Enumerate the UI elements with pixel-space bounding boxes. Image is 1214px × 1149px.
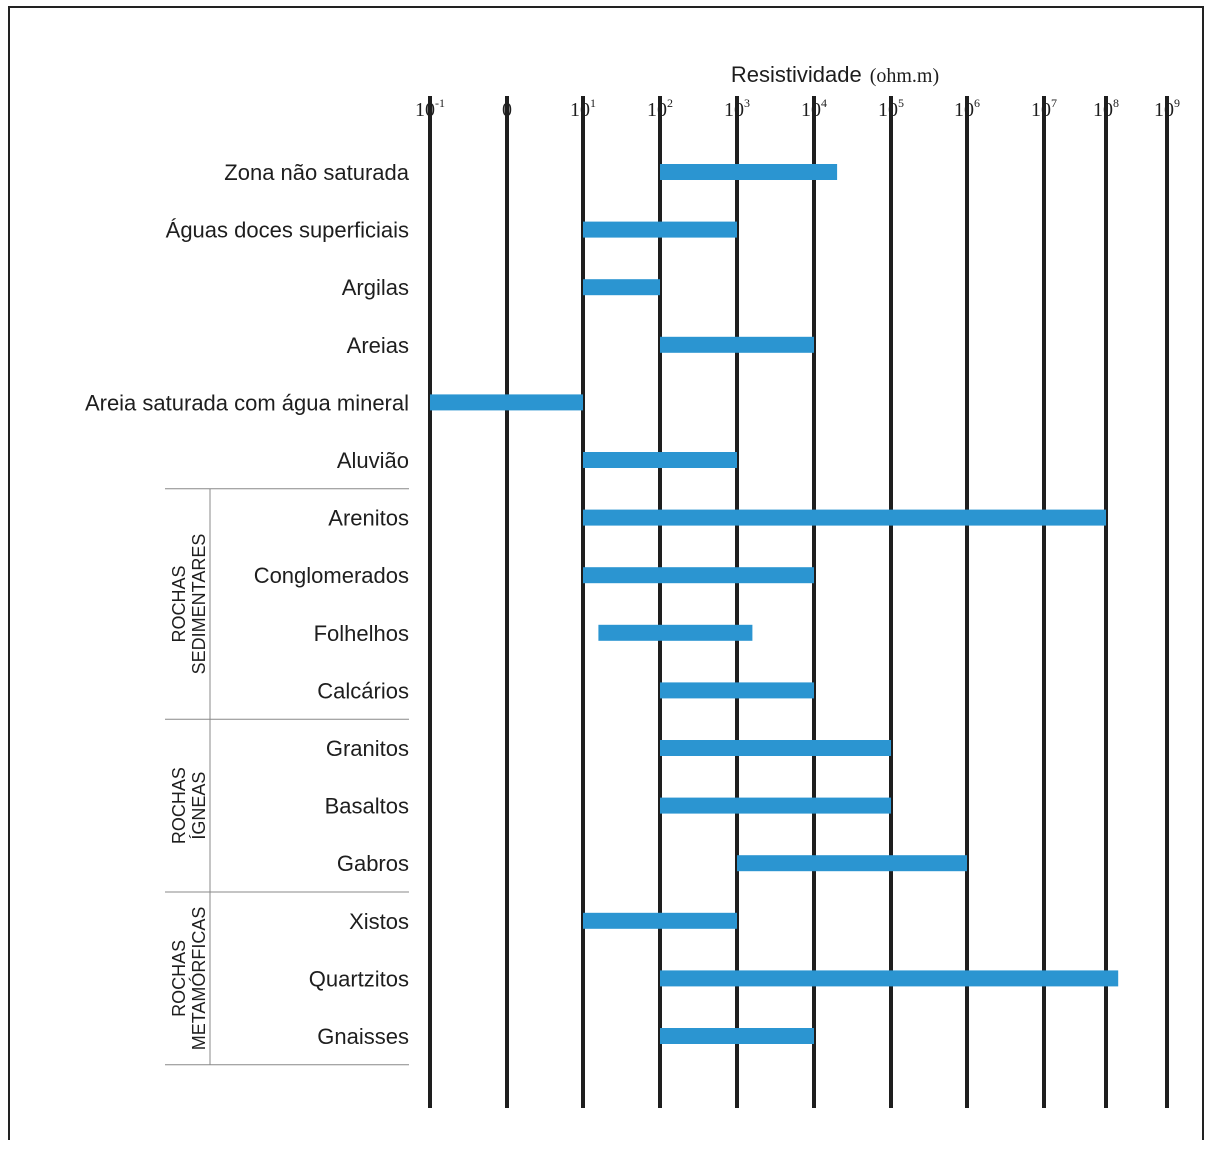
range-bar bbox=[660, 682, 814, 699]
bars bbox=[430, 164, 1119, 1044]
range-bar bbox=[660, 740, 891, 756]
row-label: Zona não saturada bbox=[224, 160, 409, 185]
range-bar bbox=[583, 452, 737, 468]
tick-exponent: -1 bbox=[435, 96, 445, 110]
tick-base: 10 bbox=[724, 99, 744, 121]
tick-label: 104 bbox=[801, 96, 827, 121]
group-label-line: ROCHAS bbox=[169, 565, 189, 642]
tick-label: 109 bbox=[1154, 96, 1180, 121]
row-label: Granitos bbox=[326, 736, 409, 761]
tick-base: 10 bbox=[801, 99, 821, 121]
row-label: Aluvião bbox=[337, 448, 409, 473]
tick-base: 10 bbox=[647, 99, 667, 121]
tick-exponent: 5 bbox=[898, 96, 904, 110]
tick-label: 108 bbox=[1093, 96, 1119, 121]
range-bar bbox=[660, 797, 891, 814]
tick-base: 10 bbox=[878, 99, 898, 121]
tick-label: 103 bbox=[724, 96, 750, 121]
axis-title: Resistividade (ohm.m) bbox=[731, 62, 939, 87]
tick-base: 10 bbox=[1031, 99, 1051, 121]
tick-label: 106 bbox=[954, 96, 980, 121]
range-bar bbox=[583, 279, 660, 296]
range-bar bbox=[660, 336, 814, 353]
range-bar bbox=[430, 394, 583, 411]
range-bar bbox=[583, 509, 1106, 526]
chart-frame bbox=[8, 6, 1204, 1140]
tick-base: 10 bbox=[570, 99, 590, 121]
tick-base: 10 bbox=[1093, 99, 1113, 121]
tick-exponent: 4 bbox=[821, 96, 827, 110]
row-label: Gabros bbox=[337, 851, 409, 876]
group-label: ROCHASÍGNEAS bbox=[169, 767, 209, 844]
tick-exponent: 7 bbox=[1051, 96, 1057, 110]
tick-base: 10 bbox=[415, 99, 435, 121]
range-bar bbox=[583, 221, 737, 238]
group-label-line: ROCHAS bbox=[169, 940, 189, 1017]
range-bar bbox=[660, 970, 1119, 987]
group-label-line: ÍGNEAS bbox=[189, 772, 209, 840]
tick-base: 10 bbox=[954, 99, 974, 121]
tick-label: 101 bbox=[570, 96, 596, 121]
group-label: ROCHASSEDIMENTARES bbox=[169, 534, 209, 675]
group-label: ROCHASMETAMÓRFICAS bbox=[169, 907, 209, 1051]
row-label: Areia saturada com água mineral bbox=[85, 390, 409, 415]
row-labels: Zona não saturada Águas doces superficiai… bbox=[85, 160, 410, 1049]
tick-label: 102 bbox=[647, 96, 673, 121]
tick-labels: 10-1 0 101 102 103 104 105 106 107 108 109 bbox=[415, 96, 1180, 121]
range-bar bbox=[598, 624, 753, 641]
tick-exponent: 6 bbox=[974, 96, 980, 110]
tick-label: 107 bbox=[1031, 96, 1057, 121]
group-label-line: SEDIMENTARES bbox=[189, 534, 209, 675]
tick-label: 10-1 bbox=[415, 96, 445, 121]
range-bar bbox=[737, 855, 967, 872]
row-label: Folhelhos bbox=[314, 621, 409, 646]
range-bar bbox=[583, 912, 737, 929]
axis-title-label: Resistividade bbox=[731, 62, 862, 87]
tick-label: 0 bbox=[502, 99, 512, 121]
tick-exponent: 9 bbox=[1174, 96, 1180, 110]
row-label: Calcários bbox=[317, 678, 409, 703]
tick-exponent: 3 bbox=[744, 96, 750, 110]
range-bar bbox=[660, 1028, 814, 1044]
group-brackets: ROCHASSEDIMENTARESROCHASÍGNEASROCHASMETA… bbox=[165, 488, 409, 1066]
tick-exponent: 1 bbox=[590, 96, 596, 110]
group-label-line: METAMÓRFICAS bbox=[188, 907, 209, 1051]
tick-base: 10 bbox=[1154, 99, 1174, 121]
row-label: Argilas bbox=[342, 275, 409, 300]
gridlines bbox=[428, 96, 1169, 1108]
row-label: Arenitos bbox=[328, 506, 409, 531]
row-label: Quartzitos bbox=[309, 966, 409, 991]
row-label: Águas doces superficiais bbox=[166, 218, 409, 243]
tick-exponent: 2 bbox=[667, 96, 673, 110]
row-label: Gnaisses bbox=[317, 1024, 409, 1049]
row-label: Basaltos bbox=[325, 794, 409, 819]
tick-label: 105 bbox=[878, 96, 904, 121]
row-label: Xistos bbox=[349, 909, 409, 934]
range-bar bbox=[583, 567, 814, 584]
range-bar bbox=[660, 164, 838, 180]
tick-base: 0 bbox=[502, 99, 512, 121]
row-label: Conglomerados bbox=[254, 563, 409, 588]
row-label: Areias bbox=[347, 333, 409, 358]
axis-unit-label: (ohm.m) bbox=[870, 65, 939, 87]
group-label-line: ROCHAS bbox=[169, 767, 189, 844]
tick-exponent: 8 bbox=[1113, 96, 1119, 110]
